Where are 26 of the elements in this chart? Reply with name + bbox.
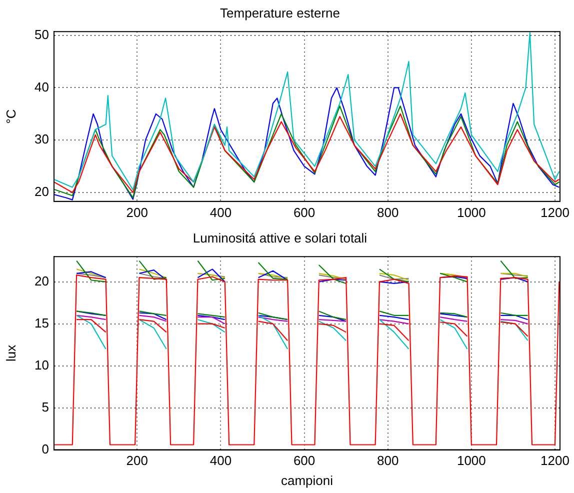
x-tick-label: 600 [293,204,316,220]
chart-title: Luminositá attive e solari totali [192,230,368,246]
x-tick-label: 800 [377,453,399,468]
y-axis-title: °C [3,109,18,124]
y-tick-label: 50 [34,26,49,42]
y-tick-label: 20 [34,184,49,200]
x-tick-label: 800 [377,204,399,220]
y-tick-label: 15 [34,315,49,330]
y-tick-label: 5 [42,399,49,414]
x-tick-label: 1200 [540,204,570,220]
x-tick-label: 1200 [540,453,570,468]
y-tick-label: 30 [34,132,49,147]
y-tick-label: 0 [42,441,49,456]
y-axis-title: lux [3,344,18,362]
x-tick-label: 1000 [456,204,486,220]
x-tick-label: 400 [210,453,232,468]
x-axis-title: campioni [280,472,334,488]
x-tick-label: 200 [126,453,148,468]
x-tick-label: 600 [293,453,316,468]
y-tick-label: 10 [34,357,49,372]
x-tick-label: 200 [126,204,148,220]
y-tick-label: 20 [34,273,49,288]
x-tick-label: 1000 [456,453,486,468]
y-tick-label: 40 [34,79,49,94]
chart-title: Temperature esterne [220,5,340,20]
x-tick-label: 400 [210,204,232,220]
